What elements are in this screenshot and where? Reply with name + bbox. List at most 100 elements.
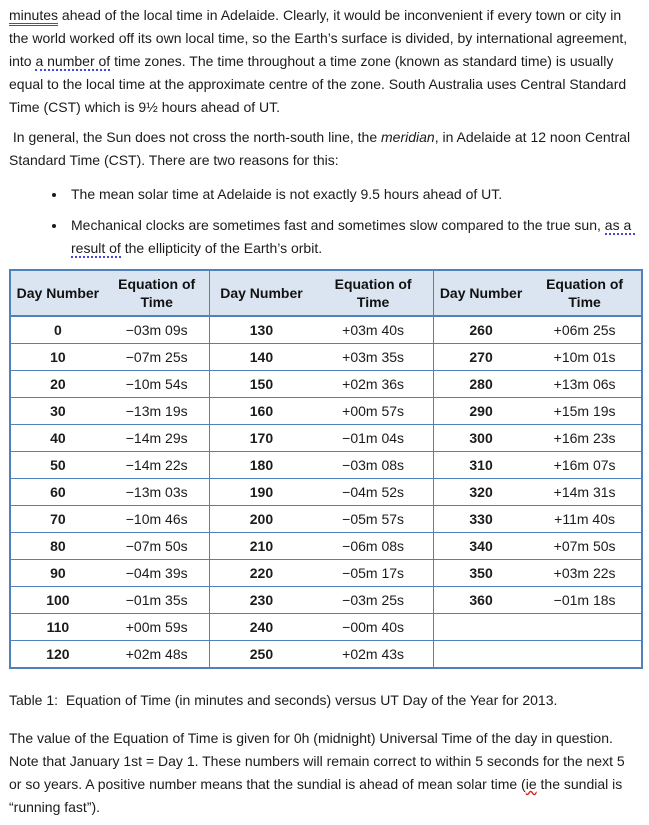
- column-header-label: Equation of Time: [118, 276, 196, 310]
- table-cell: −01m 04s: [313, 424, 434, 452]
- table-cell: −10m 54s: [104, 370, 210, 398]
- table-cell: 250: [208, 640, 314, 668]
- table-cell: +03m 22s: [528, 559, 642, 587]
- table-cell: 100: [10, 586, 105, 614]
- text-run: time zones. The time throughout a time z…: [9, 53, 630, 115]
- table-cell: [528, 613, 642, 641]
- table-cell: −01m 18s: [528, 586, 642, 614]
- table-cell: −04m 52s: [313, 478, 434, 506]
- table-cell: 200: [208, 505, 314, 533]
- table-cell: 90: [10, 559, 105, 587]
- table-cell: 40: [10, 424, 105, 452]
- table-cell: 10: [10, 343, 105, 371]
- table-cell: 360: [432, 586, 529, 614]
- text-run: In general, the Sun does not cross the n…: [9, 129, 382, 145]
- table-cell: +06m 25s: [553, 321, 616, 338]
- table-cell: 130: [208, 316, 314, 344]
- table-cell: −13m 03s: [104, 478, 210, 506]
- table-cell: +02m 48s: [104, 640, 210, 668]
- text-run: Mechanical clocks are sometimes fast and…: [71, 217, 605, 233]
- table-cell: −07m 50s: [104, 532, 210, 560]
- table-cell: 0: [54, 321, 62, 338]
- table-cell: +03m 40s: [342, 321, 405, 338]
- paragraph-notes: The value of the Equation of Time is giv…: [9, 727, 640, 819]
- column-header: Equation of Time: [528, 270, 642, 317]
- table-cell: 80: [10, 532, 105, 560]
- table-cell: +13m 06s: [528, 370, 642, 398]
- text-run: ahead of the local time in Adelaide. Cle…: [9, 7, 632, 69]
- table-row: 30 −13m 19s 160 +00m 57s 290 +15m 19s: [10, 397, 642, 425]
- table-cell: 190: [208, 478, 314, 506]
- table-cell: +07m 50s: [528, 532, 642, 560]
- table-row: 10 −07m 25s 140 +03m 35s 270 +10m 01s: [10, 343, 642, 371]
- table-cell: 180: [208, 451, 314, 479]
- table-cell: 160: [208, 397, 314, 425]
- table-cell: +02m 43s: [313, 640, 434, 668]
- table-cell: −01m 35s: [104, 586, 210, 614]
- table-cell: −00m 40s: [313, 613, 434, 641]
- table-cell: −07m 25s: [104, 343, 210, 371]
- table-cell: 50: [10, 451, 105, 479]
- table-cell: +02m 36s: [313, 370, 434, 398]
- table-row: 20 −10m 54s 150 +02m 36s 280 +13m 06s: [10, 370, 642, 398]
- table-cell: −13m 19s: [104, 397, 210, 425]
- table-cell: +03m 35s: [313, 343, 434, 371]
- table-cell: +14m 31s: [528, 478, 642, 506]
- table-cell: 60: [10, 478, 105, 506]
- table-cell: 30: [10, 397, 105, 425]
- equation-of-time-table: Day Number Equation of Time Day Number Equa…: [9, 269, 643, 669]
- table-cell: 310: [432, 451, 529, 479]
- table-cell: [432, 640, 529, 668]
- table-header-row: Day Number Equation of Time Day Number Equa…: [10, 270, 642, 317]
- table-row: 40 −14m 29s 170 −01m 04s 300 +16m 23s: [10, 424, 642, 452]
- text-run: the ellipticity of the Earth’s orbit.: [120, 240, 323, 256]
- column-header-label: Equation of Time: [334, 276, 412, 310]
- table-row: 120 +02m 48s 250 +02m 43s: [10, 640, 642, 668]
- table-cell: 150: [208, 370, 314, 398]
- table-cell: 220: [208, 559, 314, 587]
- column-header: Equation of Time: [313, 270, 434, 317]
- table-cell: 110: [10, 613, 105, 641]
- table-cell: −03m 08s: [313, 451, 434, 479]
- column-header-label: Day Number: [16, 285, 100, 301]
- table-cell: [432, 613, 529, 641]
- table-row: 60 −13m 03s 190 −04m 52s 320 +14m 31s: [10, 478, 642, 506]
- column-header-label: Day Number: [439, 285, 523, 301]
- document-page: minutes ahead of the local time in Adela…: [9, 4, 643, 819]
- paragraph-timezones: minutes ahead of the local time in Adela…: [9, 4, 640, 119]
- marked-text-grammar-dotted: as a result of: [71, 217, 636, 258]
- table-cell: 280: [432, 370, 529, 398]
- table-cell: +16m 23s: [528, 424, 642, 452]
- column-header: Day Number: [208, 270, 314, 317]
- table-cell: −14m 29s: [104, 424, 210, 452]
- table-cell: 320: [432, 478, 529, 506]
- table-row: 90 −04m 39s 220 −05m 17s 350 +03m 22s: [10, 559, 642, 587]
- table-cell: 340: [432, 532, 529, 560]
- table-cell: 270: [432, 343, 529, 371]
- text-run: The mean solar time at Adelaide is not e…: [71, 186, 503, 202]
- marked-text-spelling: ie: [525, 776, 537, 792]
- table-cell: 70: [10, 505, 105, 533]
- table-cell: +16m 07s: [528, 451, 642, 479]
- paragraph-meridian: In general, the Sun does not cross the n…: [9, 126, 640, 172]
- table-cell: 350: [432, 559, 529, 587]
- table-cell: 20: [10, 370, 105, 398]
- column-header-label: Day Number: [220, 285, 303, 301]
- table-cell: −06m 08s: [313, 532, 434, 560]
- table-row: 50 −14m 22s 180 −03m 08s 310 +16m 07s: [10, 451, 642, 479]
- marked-text-italic: meridian: [381, 129, 435, 145]
- table-cell: +15m 19s: [528, 397, 642, 425]
- table-cell: 210: [208, 532, 314, 560]
- table-cell: −10m 46s: [104, 505, 210, 533]
- table-cell: 240: [208, 613, 314, 641]
- table-cell: +10m 01s: [528, 343, 642, 371]
- table-cell: 230: [208, 586, 314, 614]
- table-cell: −03m 09s: [125, 321, 188, 338]
- table-cell: 120: [10, 640, 105, 668]
- table-cell: −03m 25s: [313, 586, 434, 614]
- table-cell: +00m 57s: [313, 397, 434, 425]
- table-cell: 330: [432, 505, 529, 533]
- table-row: 0 −03m 09s 130 +03m 40s 260 +06m 25s: [10, 316, 642, 344]
- table-cell: 170: [208, 424, 314, 452]
- table-row: 100 −01m 35s 230 −03m 25s 360 −01m 18s: [10, 586, 642, 614]
